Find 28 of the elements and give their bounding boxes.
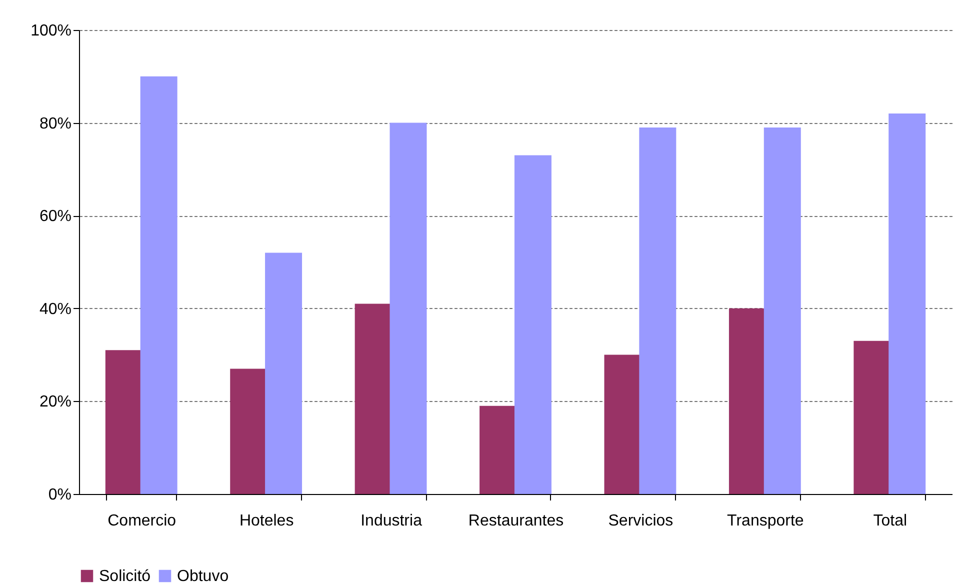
x-tick-label: Transporte — [727, 512, 804, 530]
bar — [265, 252, 302, 494]
bar — [728, 308, 766, 494]
x-tick-label: Total — [873, 512, 908, 530]
bar — [514, 155, 552, 494]
y-tick-label: 20% — [39, 394, 72, 411]
bar — [140, 76, 178, 494]
bar — [230, 368, 268, 494]
legend-label: Obtuvo — [177, 568, 229, 585]
bar — [888, 114, 926, 494]
bar — [764, 127, 801, 494]
legend-label: Solicitó — [99, 568, 151, 585]
bar — [639, 127, 676, 494]
y-tick-label: 100% — [30, 22, 72, 40]
bar — [854, 340, 891, 494]
x-tick-label: Industria — [360, 512, 422, 530]
bar — [354, 304, 392, 494]
bar — [604, 354, 642, 494]
y-tick-label: 0% — [48, 486, 72, 504]
y-tick-label: 80% — [39, 115, 72, 132]
y-tick-label: 40% — [39, 300, 72, 318]
x-tick-label: Hoteles — [239, 512, 294, 530]
bar — [105, 350, 142, 494]
x-tick-label: Comercio — [108, 512, 176, 530]
x-tick-label: Servicios — [608, 512, 674, 530]
x-tick-label: Restaurantes — [468, 512, 564, 530]
bar — [390, 122, 427, 494]
y-tick-label: 60% — [39, 208, 72, 226]
